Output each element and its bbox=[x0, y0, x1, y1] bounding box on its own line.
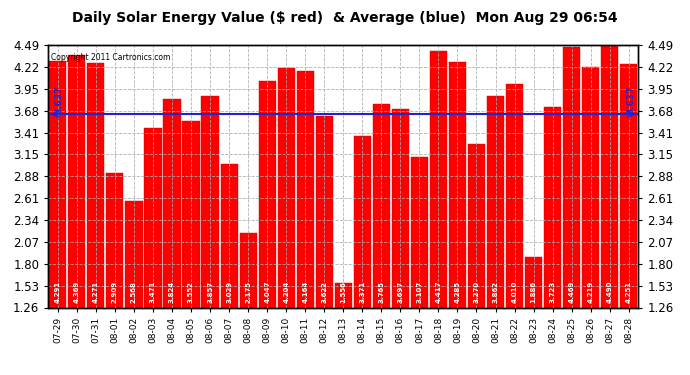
Text: 4.047: 4.047 bbox=[264, 281, 270, 303]
Bar bbox=[201, 96, 219, 375]
Bar bbox=[239, 233, 257, 375]
Text: 3.637: 3.637 bbox=[627, 86, 635, 114]
Text: 3.765: 3.765 bbox=[378, 281, 384, 303]
Text: 4.469: 4.469 bbox=[569, 281, 575, 303]
Text: 3.857: 3.857 bbox=[207, 281, 213, 303]
Bar bbox=[144, 128, 161, 375]
Text: 4.251: 4.251 bbox=[626, 281, 632, 303]
Text: 4.490: 4.490 bbox=[607, 281, 613, 303]
Text: 2.175: 2.175 bbox=[245, 281, 251, 303]
Text: 3.552: 3.552 bbox=[188, 282, 194, 303]
Text: 4.010: 4.010 bbox=[511, 281, 518, 303]
Text: Copyright 2011 Cartronics.com: Copyright 2011 Cartronics.com bbox=[51, 53, 170, 62]
Bar bbox=[126, 201, 143, 375]
Text: 4.204: 4.204 bbox=[283, 281, 289, 303]
Bar bbox=[106, 174, 124, 375]
Bar bbox=[49, 61, 66, 375]
Bar bbox=[582, 67, 599, 375]
Bar bbox=[297, 72, 314, 375]
Text: 2.568: 2.568 bbox=[131, 282, 137, 303]
Bar bbox=[316, 116, 333, 375]
Text: 4.285: 4.285 bbox=[455, 281, 460, 303]
Bar bbox=[506, 84, 523, 375]
Bar bbox=[335, 284, 352, 375]
Bar bbox=[544, 107, 561, 375]
Text: 3.824: 3.824 bbox=[169, 281, 175, 303]
Bar bbox=[620, 64, 638, 375]
Text: Daily Solar Energy Value ($ red)  & Average (blue)  Mon Aug 29 06:54: Daily Solar Energy Value ($ red) & Avera… bbox=[72, 11, 618, 25]
Bar bbox=[164, 99, 181, 375]
Text: 3.107: 3.107 bbox=[416, 281, 422, 303]
Text: 4.271: 4.271 bbox=[93, 281, 99, 303]
Text: 2.909: 2.909 bbox=[112, 281, 118, 303]
Text: 3.029: 3.029 bbox=[226, 281, 232, 303]
Text: 4.291: 4.291 bbox=[55, 281, 61, 303]
Bar bbox=[525, 256, 542, 375]
Bar bbox=[68, 55, 86, 375]
Bar bbox=[468, 144, 485, 375]
Text: 3.471: 3.471 bbox=[150, 281, 156, 303]
Bar bbox=[392, 110, 409, 375]
Text: 3.637: 3.637 bbox=[55, 86, 63, 114]
Bar bbox=[88, 63, 104, 375]
Bar bbox=[449, 62, 466, 375]
Bar bbox=[373, 104, 390, 375]
Text: 4.417: 4.417 bbox=[435, 281, 442, 303]
Bar bbox=[221, 164, 237, 375]
Text: 3.371: 3.371 bbox=[359, 281, 365, 303]
Text: 3.723: 3.723 bbox=[550, 281, 555, 303]
Text: 3.270: 3.270 bbox=[473, 281, 480, 303]
Bar bbox=[182, 121, 199, 375]
Text: 3.622: 3.622 bbox=[322, 282, 327, 303]
Text: 3.862: 3.862 bbox=[493, 281, 498, 303]
Text: 4.219: 4.219 bbox=[588, 281, 593, 303]
Bar bbox=[259, 81, 276, 375]
Bar bbox=[430, 51, 447, 375]
Text: 1.886: 1.886 bbox=[531, 281, 537, 303]
Text: 1.556: 1.556 bbox=[340, 282, 346, 303]
Text: 4.369: 4.369 bbox=[74, 281, 80, 303]
Bar bbox=[411, 158, 428, 375]
Bar bbox=[563, 47, 580, 375]
Bar bbox=[277, 68, 295, 375]
Text: 4.164: 4.164 bbox=[302, 281, 308, 303]
Text: 3.697: 3.697 bbox=[397, 281, 404, 303]
Bar bbox=[487, 96, 504, 375]
Bar bbox=[601, 45, 618, 375]
Bar bbox=[354, 136, 371, 375]
